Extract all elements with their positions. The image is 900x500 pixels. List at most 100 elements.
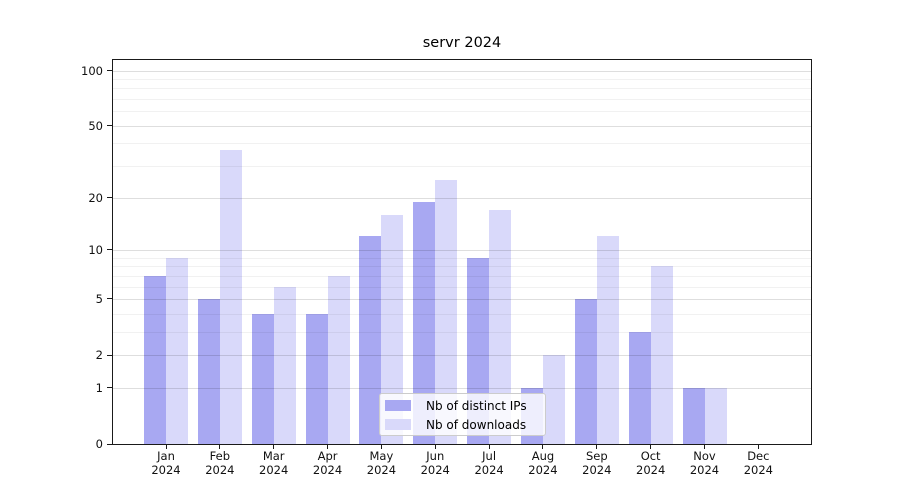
x-tick-label-mar-2024: Mar 2024 [244,449,304,477]
bar-nb-of-downloads-jul-2024 [489,210,512,444]
legend-item-distinct-ips: Nb of distinct IPs [380,396,545,415]
x-tick-year: 2024 [474,462,504,477]
x-tick-month: Jun [426,449,445,463]
x-tick-month: Oct [640,449,661,463]
bar-nb-of-downloads-oct-2024 [650,266,673,444]
chart-title: servr 2024 [422,35,502,51]
bar-nb-of-downloads-may-2024 [381,214,404,444]
x-tick-label-feb-2024: Feb 2024 [190,449,250,477]
x-tick-label-aug-2024: Aug 2024 [513,449,573,477]
gridline-minor-30 [113,166,811,168]
gridline-minor-60 [113,111,811,113]
x-tick-label-jan-2024: Jan 2024 [136,449,196,477]
x-tick-dec-2024 [757,444,759,449]
x-tick-label-may-2024: May 2024 [351,449,411,477]
bar-nb-of-distinct-ips-apr-2024 [305,313,328,444]
x-tick-label-apr-2024: Apr 2024 [298,449,358,477]
gridline-minor-7 [113,275,811,277]
x-tick-year: 2024 [205,462,235,477]
x-tick-label-jul-2024: Jul 2024 [459,449,519,477]
gridline-minor-70 [113,99,811,101]
legend-label-downloads: Nb of downloads [426,417,527,432]
x-tick-year: 2024 [689,462,720,477]
gridline-major-20 [113,197,811,199]
legend-swatch-downloads [385,419,411,430]
bar-nb-of-downloads-nov-2024 [704,387,727,444]
x-tick-label-dec-2024: Dec 2024 [728,449,788,477]
bar-nb-of-downloads-aug-2024 [542,355,565,444]
legend-swatch-distinct-ips [385,400,411,411]
x-tick-label-oct-2024: Oct 2024 [621,449,681,477]
y-tick-10 [107,249,113,251]
bar-nb-of-distinct-ips-feb-2024 [197,298,220,444]
x-tick-mar-2024 [273,444,275,449]
gridline-minor-90 [113,78,811,80]
x-tick-year: 2024 [259,462,289,477]
legend-item-downloads: Nb of downloads [380,415,545,434]
x-tick-year: 2024 [151,462,181,477]
x-tick-feb-2024 [219,444,221,449]
x-tick-year: 2024 [312,462,343,477]
x-tick-month: Nov [693,449,716,463]
y-tick-label-2: 2 [95,348,103,363]
x-tick-month: Dec [747,449,770,463]
y-tick-label-0: 0 [95,437,103,451]
gridline-minor-4 [113,313,811,315]
gridline-minor-8 [113,266,811,268]
x-tick-month: May [369,449,394,463]
x-tick-label-sep-2024: Sep 2024 [567,449,627,477]
x-tick-jun-2024 [434,444,436,449]
x-tick-month: Mar [262,449,285,463]
x-tick-apr-2024 [327,444,329,449]
bar-nb-of-distinct-ips-nov-2024 [682,387,705,444]
x-tick-year: 2024 [636,462,666,477]
grid-layer [113,60,811,444]
x-tick-nov-2024 [704,444,705,449]
bar-nb-of-distinct-ips-oct-2024 [628,331,651,444]
x-tick-month: Apr [317,449,338,463]
bar-nb-of-downloads-apr-2024 [327,275,350,444]
y-tick-100 [107,70,113,71]
y-tick-50 [107,125,113,127]
gridline-minor-6 [113,286,811,288]
y-tick-label-10: 10 [88,242,103,257]
x-tick-year: 2024 [420,462,450,477]
gridline-minor-3 [113,331,811,333]
y-tick-label-50: 50 [88,118,103,133]
x-tick-year: 2024 [366,462,397,477]
x-tick-jul-2024 [488,444,490,449]
x-tick-may-2024 [380,444,382,449]
bar-nb-of-downloads-feb-2024 [219,149,242,444]
x-tick-label-nov-2024: Nov 2024 [675,449,735,477]
bar-nb-of-distinct-ips-sep-2024 [574,298,597,444]
gridline-major-5 [113,298,811,300]
bar-nb-of-downloads-jan-2024 [166,257,188,444]
bar-nb-of-distinct-ips-mar-2024 [251,313,274,444]
x-tick-month: Aug [531,449,555,463]
x-tick-aug-2024 [542,444,544,449]
x-tick-year: 2024 [743,462,773,477]
gridline-major-100 [113,70,811,72]
bar-nb-of-distinct-ips-may-2024 [359,236,382,444]
y-tick-label-100: 100 [81,63,103,78]
y-tick-5 [107,298,113,300]
x-tick-label-jun-2024: Jun 2024 [405,449,465,477]
x-tick-oct-2024 [650,444,652,449]
x-tick-year: 2024 [528,462,558,477]
y-tick-20 [107,197,113,199]
gridline-minor-9 [113,257,811,259]
y-tick-label-1: 1 [95,380,103,395]
gridline-major-10 [113,249,811,251]
y-tick-label-5: 5 [95,291,103,306]
gridline-minor-80 [113,88,811,90]
gridline-major-1 [113,387,811,389]
bar-nb-of-downloads-sep-2024 [596,236,619,444]
legend: Nb of distinct IPs Nb of downloads [379,393,546,436]
x-tick-month: Jan [157,449,175,463]
y-tick-2 [107,354,113,356]
bar-nb-of-downloads-mar-2024 [273,286,296,444]
x-tick-month: Jul [482,449,497,463]
bar-nb-of-distinct-ips-jan-2024 [144,275,166,444]
x-tick-month: Feb [209,449,231,463]
